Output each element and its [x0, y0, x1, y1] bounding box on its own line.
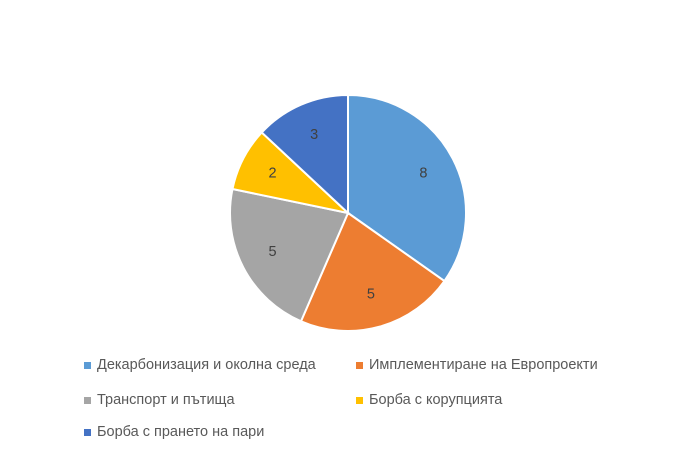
pie-slice-transport: [229, 187, 350, 323]
legend-label-money-laundering: Борба с прането на пари: [97, 424, 265, 440]
legend: Декарбонизация и околна среда Имплементи…: [84, 355, 644, 450]
pie-slice-money-laundering: [260, 93, 349, 216]
pie-slice-eu-projects: [299, 211, 446, 332]
legend-swatch-corruption: [356, 396, 363, 404]
legend-item-decarbonization: Декарбонизация и околна среда: [84, 357, 316, 373]
legend-label-eu-projects: Имплементиране на Европроекти: [369, 357, 598, 373]
legend-swatch-eu-projects: [356, 361, 363, 369]
legend-swatch-transport: [84, 396, 91, 404]
pie-label-decarbonization: 8: [419, 166, 427, 182]
legend-item-transport: Транспорт и пътища: [84, 392, 235, 408]
legend-item-eu-projects: Имплементиране на Европроекти: [356, 357, 598, 373]
pie-label-eu-projects: 5: [367, 287, 375, 303]
pie-label-money-laundering: 3: [310, 127, 318, 143]
pie-slice-decarbonization: [347, 93, 467, 283]
pie-plot-area: 8 5 5 2 3: [229, 93, 467, 332]
legend-label-decarbonization: Декарбонизация и околна среда: [97, 357, 316, 373]
legend-swatch-money-laundering: [84, 428, 91, 436]
pie-label-corruption: 2: [269, 166, 277, 182]
legend-label-corruption: Борба с корупцията: [369, 392, 503, 408]
legend-label-transport: Транспорт и пътища: [97, 392, 235, 408]
legend-item-corruption: Борба с корупцията: [356, 392, 502, 408]
legend-swatch-decarbonization: [84, 361, 91, 369]
pie-label-transport: 5: [269, 244, 277, 260]
legend-item-money-laundering: Борба с прането на пари: [84, 424, 264, 440]
